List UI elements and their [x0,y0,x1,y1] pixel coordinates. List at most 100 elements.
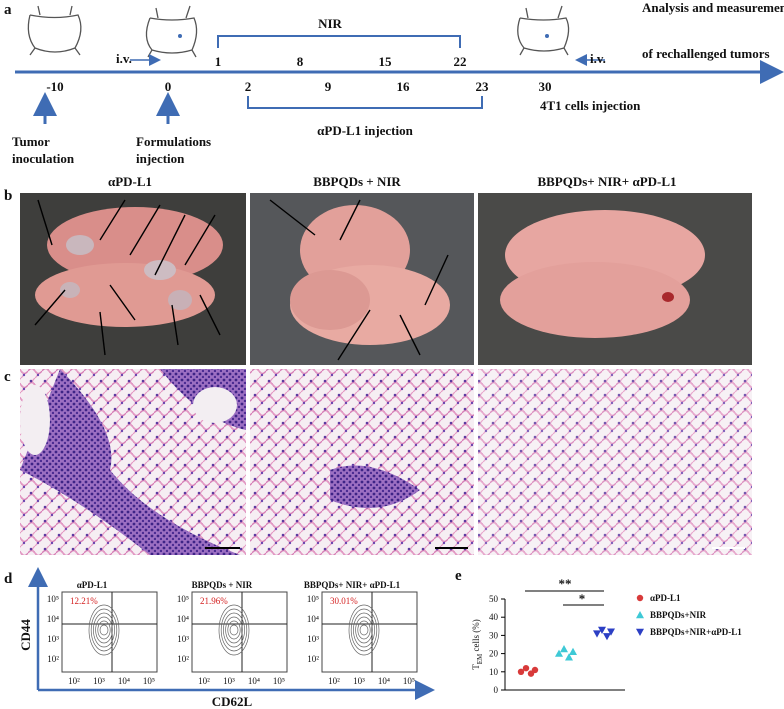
y-label-part: cells (%) [471,619,481,653]
data-point [593,630,601,638]
event-label: Tumor [12,134,50,149]
data-point [636,594,644,602]
contour [353,612,375,648]
flow-y-tick: 10³ [177,634,189,644]
day-label: 8 [297,54,304,69]
y-tick-label: 10 [489,667,499,677]
flow-plot [61,591,158,673]
legend-label: BBPQDs+NIR [650,610,707,620]
group-title: BBPQDs + NIR [313,174,401,189]
contour [95,616,113,644]
y-label-part: T [471,664,481,670]
data-point [636,628,644,636]
contour [88,604,120,656]
flow-y-tick: 10⁴ [47,614,59,624]
y-tick-label: 20 [489,649,499,659]
flow-x-tick: 10³ [223,676,235,686]
day-label: 15 [379,54,393,69]
y-label-part: EM [476,653,484,664]
legend-label: BBPQDs+NIR+αPD-L1 [650,627,742,637]
flow-y-tick: 10⁴ [307,614,319,624]
flow-title: BBPQDs + NIR [192,580,253,590]
flow-x-tick: 10⁴ [248,676,260,686]
y-tick-label: 40 [489,612,499,622]
contour [97,620,111,640]
flow-x-tick: 10² [328,676,340,686]
data-point [636,611,644,619]
event-label: Formulations [136,134,211,149]
antibody-label: αPD-L1 injection [317,123,413,138]
data-point [555,649,563,657]
panel-label: c [4,369,11,385]
contour [350,608,378,652]
day-label: 9 [325,79,332,94]
panel-label: b [4,188,12,204]
y-tick-label: 50 [489,594,499,604]
day-label: 0 [165,79,172,94]
panel-label: e [455,568,462,584]
y-axis-label: TEM cells (%) [471,619,484,669]
data-point [560,645,568,653]
y-tick-label: 0 [494,685,499,695]
histology-images [20,369,752,555]
iv-label: i.v. [590,51,606,66]
contour [93,612,115,648]
flow-percent: 21.96% [200,596,228,606]
day-label: 30 [539,79,552,94]
y-tick-label: 30 [489,630,499,640]
day-label: 16 [397,79,411,94]
flow-y-tick: 10⁵ [177,594,189,604]
cells-label: 4T1 cells injection [540,98,641,113]
flow-plot [321,591,418,673]
contour [218,604,250,656]
group-title: αPD-L1 [108,174,152,189]
flow-x-tick: 10² [68,676,80,686]
flow-y-tick: 10² [177,654,189,664]
day-label: -10 [46,79,63,94]
data-point [565,653,573,661]
flow-y-tick: 10⁴ [177,614,189,624]
day-label: 22 [454,54,467,69]
data-point [522,664,530,672]
event-label: inoculation [12,151,75,166]
data-point [569,647,577,655]
day-label: 23 [476,79,490,94]
flow-y-tick: 10⁵ [307,594,319,604]
data-point [531,666,539,674]
day-label: 2 [245,79,252,94]
contour [227,620,241,640]
contour [223,612,245,648]
flow-x-tick: 10⁵ [403,676,415,686]
data-point [607,628,615,636]
contour [99,624,109,636]
contour [359,624,369,636]
data-point [517,668,525,675]
flow-x-label: CD62L [212,694,253,709]
data-point [598,626,606,634]
data-point [603,633,611,641]
contour [225,616,243,644]
injection-dot [545,34,549,38]
flow-x-tick: 10³ [93,676,105,686]
flow-x-tick: 10⁴ [378,676,390,686]
sig-label: ** [559,576,572,591]
analysis-label: of rechallenged tumors [642,46,770,61]
lung-photos [20,193,752,365]
contour [229,624,239,636]
nir-label: NIR [318,16,342,31]
group-title: BBPQDs+ NIR+ αPD-L1 [537,174,676,189]
flow-x-tick: 10² [198,676,210,686]
mouse-icons [27,5,570,58]
contour [90,608,118,652]
iv-label: i.v. [116,51,132,66]
sig-label: * [579,591,586,606]
legend-label: αPD-L1 [650,593,681,603]
flow-title: αPD-L1 [77,580,108,590]
flow-x-tick: 10⁵ [273,676,285,686]
flow-title: BBPQDs+ NIR+ αPD-L1 [304,580,401,590]
contour [348,604,380,656]
flow-percent: 12.21% [70,596,98,606]
flow-y-tick: 10³ [307,634,319,644]
flow-plot [191,591,288,673]
